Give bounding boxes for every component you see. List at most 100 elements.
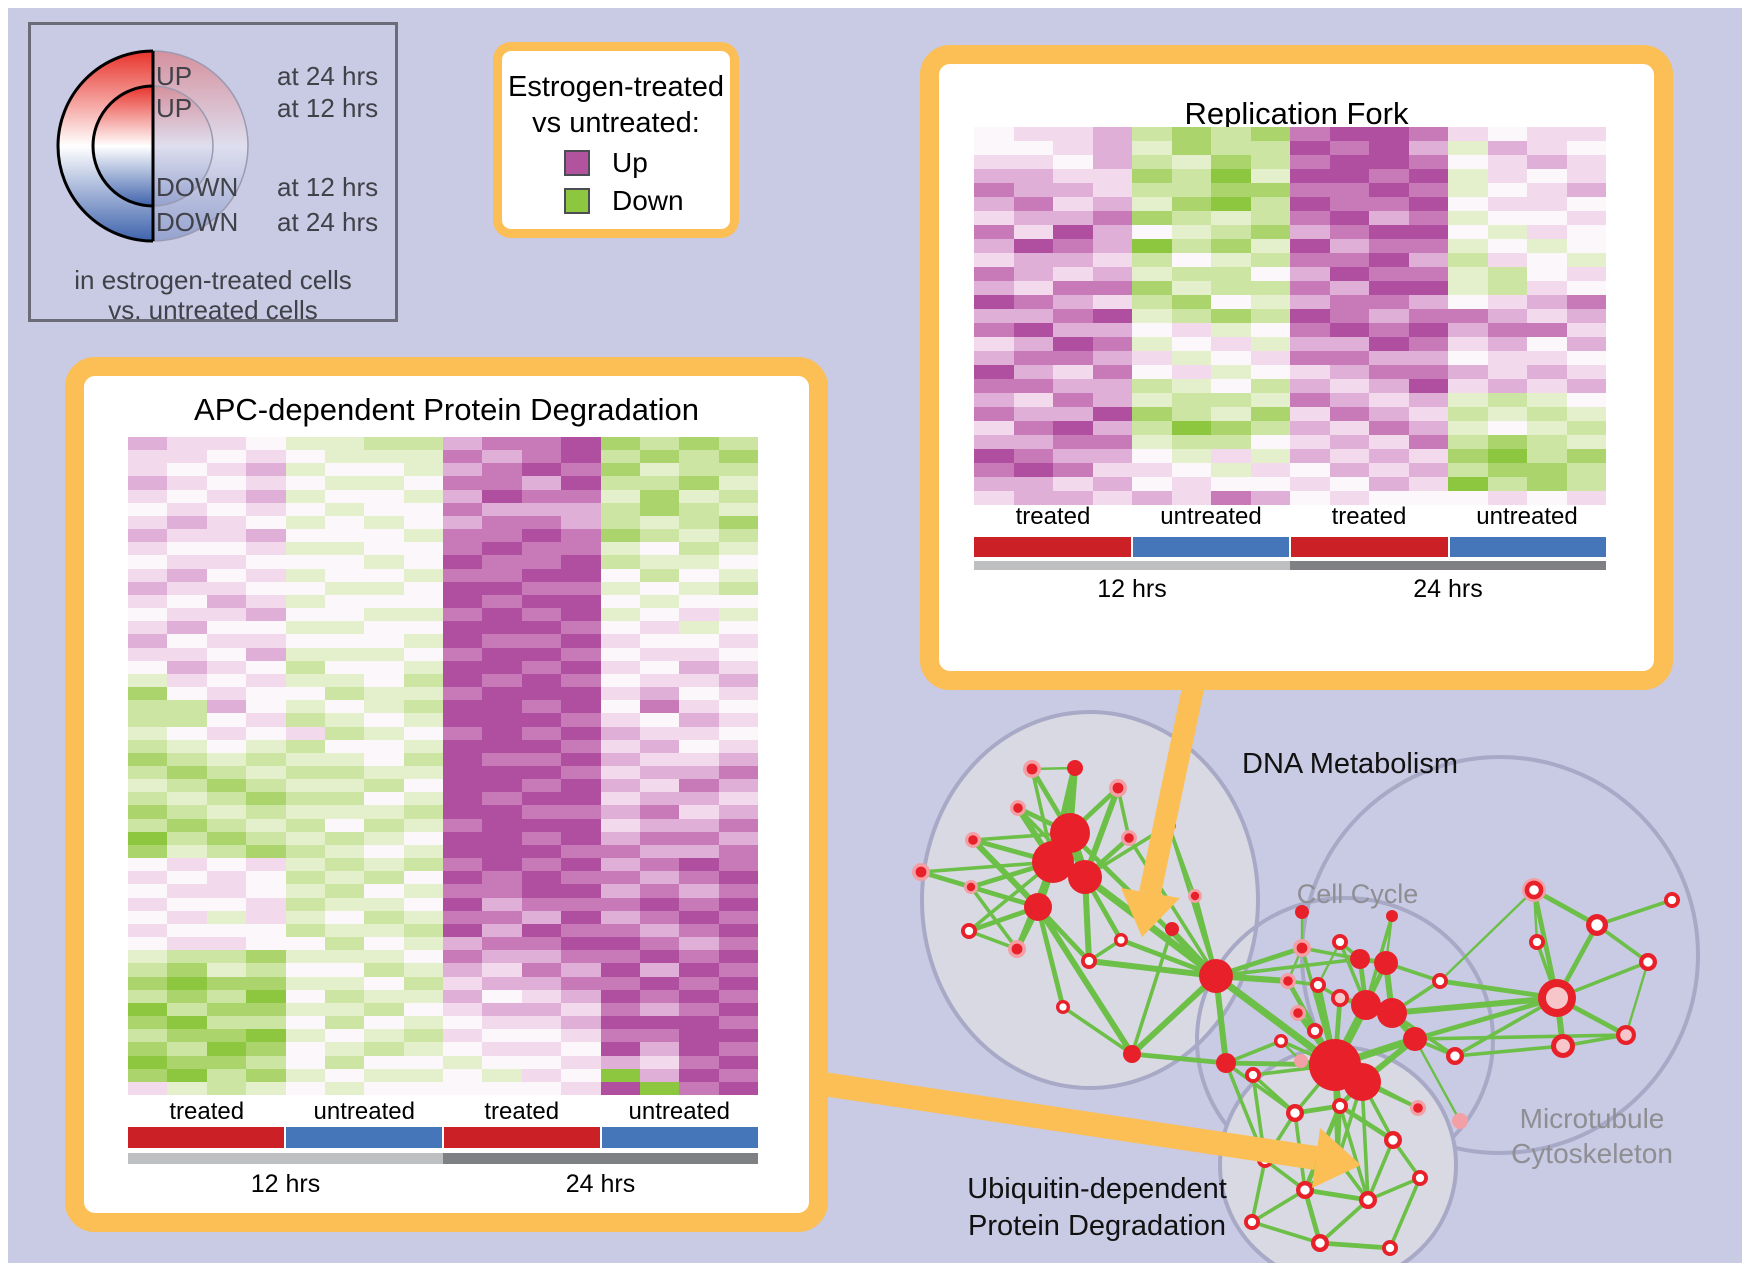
heatmap-cell [324, 739, 365, 753]
heatmap-cell [1250, 351, 1290, 365]
heatmap-cell [1250, 211, 1290, 225]
heatmap-cell [1527, 337, 1567, 351]
heatmap-cell [324, 660, 365, 674]
heatmap-cell [246, 779, 286, 793]
heatmap-cell [403, 844, 443, 859]
heatmap-cell [679, 805, 719, 819]
heatmap-cell [718, 844, 758, 859]
heatmap-cell [718, 660, 758, 674]
heatmap-cell [1448, 435, 1488, 449]
heatmap-cell [1369, 127, 1409, 141]
heatmap-cell [285, 476, 325, 490]
heatmap-cell [1250, 155, 1290, 169]
heatmap-cell [1132, 295, 1172, 309]
heatmap-cell [128, 555, 168, 569]
heatmap-cell [167, 437, 207, 451]
heatmap-cell [167, 555, 207, 569]
heatmap-cell [639, 1055, 680, 1069]
heatmap-cell [1211, 169, 1251, 183]
heatmap-cell [246, 765, 286, 780]
gene-node-ring-core [1667, 895, 1677, 905]
heatmap-cell [206, 1002, 247, 1017]
heatmap-cell [1132, 491, 1172, 505]
heatmap-cell [206, 529, 247, 543]
heatmap-cell [561, 621, 601, 635]
heatmap-cell [600, 700, 640, 714]
heatmap-cell [679, 660, 719, 674]
heatmap-cell [1408, 323, 1448, 337]
heatmap-cell [1329, 435, 1369, 449]
heatmap-cell [1487, 337, 1527, 351]
heatmap-cell [206, 910, 247, 924]
heatmap-cell [974, 421, 1014, 435]
heatmap-cell [1369, 295, 1409, 309]
heatmap-cell [246, 805, 286, 819]
heatmap-cell [1290, 491, 1330, 505]
condition-bar-treated [1291, 537, 1448, 557]
heatmap-cell [1566, 491, 1606, 505]
heatmap-cell [561, 647, 601, 661]
heatmap-cell [1250, 491, 1290, 505]
heatmap-cell [521, 1042, 562, 1056]
heatmap-cell [403, 726, 443, 740]
heatmap-cell [521, 897, 562, 911]
heatmap-cell [128, 897, 168, 911]
heatmap-cell [521, 739, 562, 753]
heatmap-cell [167, 713, 207, 727]
heatmap-cell [1290, 169, 1330, 183]
heatmap-cell [1290, 253, 1330, 267]
heatmap-cell [482, 476, 522, 490]
heatmap-cell [1566, 435, 1606, 449]
heatmap-cell [167, 450, 207, 464]
heatmap-cell [364, 950, 404, 964]
heatmap-cell [482, 542, 522, 556]
heatmap-cell [1132, 379, 1172, 393]
heatmap-cell [521, 1002, 562, 1017]
heatmap-cell [324, 489, 365, 503]
heatmap-cell [1211, 239, 1251, 253]
network-edge [1035, 906, 1066, 1008]
heatmap-cell [403, 529, 443, 543]
heatmap-cell [403, 489, 443, 503]
heatmap-cell [443, 858, 483, 872]
heatmap-cell [718, 476, 758, 490]
gene-node-pinkcore-center [1334, 992, 1346, 1004]
heatmap-cell [1211, 197, 1251, 211]
heatmap-cell [1250, 379, 1290, 393]
heatmap-cell [561, 437, 601, 451]
heatmap-cell [128, 463, 168, 477]
heatmap-cell [1448, 197, 1488, 211]
heatmap-cell [285, 910, 325, 924]
microtubule-label-line1: Microtubule [1519, 1103, 1665, 1134]
heatmap-cell [285, 976, 325, 990]
heatmap-cell [246, 687, 286, 701]
heatmap-cell [206, 608, 247, 622]
heatmap-cell [1092, 463, 1132, 477]
apc-panel-title: APC-dependent Protein Degradation [194, 392, 699, 427]
heatmap-cell [600, 884, 640, 898]
heatmap-cell [1290, 365, 1330, 379]
heatmap-cell [403, 581, 443, 595]
heatmap-cell [206, 476, 247, 490]
heatmap-cell [206, 937, 247, 951]
gene-node-ring-core [1313, 980, 1323, 990]
figure-canvas: UP at 24 hrs UP at 12 hrs DOWN at 12 hrs… [8, 8, 1742, 1263]
heatmap-cell [521, 963, 562, 977]
heatmap-cell [167, 976, 207, 990]
heatmap-cell [718, 818, 758, 832]
heatmap-cell [1290, 323, 1330, 337]
ring-label-up-24: UP [156, 61, 193, 91]
heatmap-cell [403, 1068, 443, 1082]
heatmap-cell [1369, 421, 1409, 435]
heatmap-cell [600, 1055, 640, 1069]
heatmap-cell [403, 831, 443, 845]
gene-node-up [1032, 841, 1074, 883]
down-label: Down [612, 185, 684, 216]
heatmap-cell [1092, 323, 1132, 337]
condition-label: treated [169, 1098, 245, 1125]
heatmap-cell [639, 779, 680, 793]
heatmap-cell [679, 923, 719, 938]
heatmap-cell [403, 713, 443, 727]
heatmap-cell [1092, 239, 1132, 253]
heatmap-cell [974, 351, 1014, 365]
